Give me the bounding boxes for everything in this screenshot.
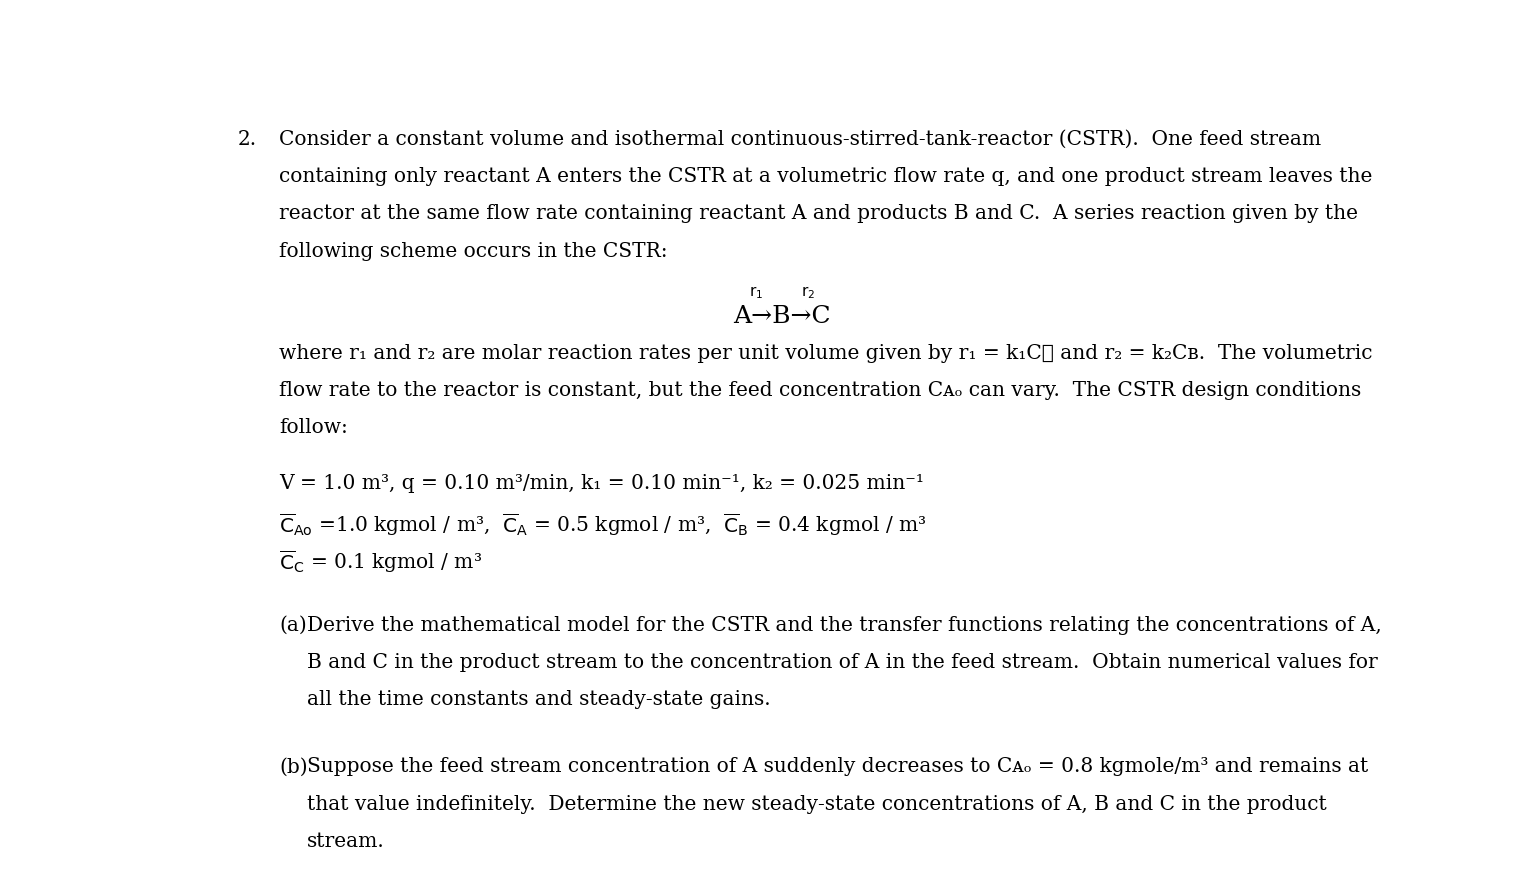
Text: that value indefinitely.  Determine the new steady-state concentrations of A, B : that value indefinitely. Determine the n… <box>307 795 1326 814</box>
Text: stream.: stream. <box>307 833 385 851</box>
Text: Suppose the feed stream concentration of A suddenly decreases to Cᴀₒ = 0.8 kgmol: Suppose the feed stream concentration of… <box>307 758 1367 776</box>
Text: following scheme occurs in the CSTR:: following scheme occurs in the CSTR: <box>279 242 668 261</box>
Text: B and C in the product stream to the concentration of A in the feed stream.  Obt: B and C in the product stream to the con… <box>307 653 1378 672</box>
Text: $\overline{\mathrm{C}}_{\mathrm{Ao}}$ =1.0 kgmol / m³,  $\overline{\mathrm{C}}_{: $\overline{\mathrm{C}}_{\mathrm{Ao}}$ =1… <box>279 511 926 538</box>
Text: (a): (a) <box>279 616 307 634</box>
Text: Consider a constant volume and isothermal continuous-stirred-tank-reactor (CSTR): Consider a constant volume and isotherma… <box>279 130 1322 148</box>
Text: $\overline{\mathrm{C}}_{\mathrm{C}}$ = 0.1 kgmol / m³: $\overline{\mathrm{C}}_{\mathrm{C}}$ = 0… <box>279 549 482 575</box>
Text: (b): (b) <box>279 758 308 776</box>
Text: Derive the mathematical model for the CSTR and the transfer functions relating t: Derive the mathematical model for the CS… <box>307 616 1381 634</box>
Text: $\mathrm{r_1}$        $\mathrm{r_2}$: $\mathrm{r_1}$ $\mathrm{r_2}$ <box>749 285 815 301</box>
Text: follow:: follow: <box>279 418 348 437</box>
Text: V = 1.0 m³, q = 0.10 m³/min, k₁ = 0.10 min⁻¹, k₂ = 0.025 min⁻¹: V = 1.0 m³, q = 0.10 m³/min, k₁ = 0.10 m… <box>279 474 925 492</box>
Text: reactor at the same flow rate containing reactant A and products B and C.  A ser: reactor at the same flow rate containing… <box>279 205 1358 223</box>
Text: 2.: 2. <box>238 130 258 148</box>
Text: where r₁ and r₂ are molar reaction rates per unit volume given by r₁ = k₁C⁁ and : where r₁ and r₂ are molar reaction rates… <box>279 343 1373 363</box>
Text: flow rate to the reactor is constant, but the feed concentration Cᴀₒ can vary.  : flow rate to the reactor is constant, bu… <box>279 381 1361 400</box>
Text: A→B→C: A→B→C <box>734 305 830 328</box>
Text: containing only reactant A enters the CSTR at a volumetric flow rate q, and one : containing only reactant A enters the CS… <box>279 167 1373 186</box>
Text: all the time constants and steady-state gains.: all the time constants and steady-state … <box>307 691 771 709</box>
